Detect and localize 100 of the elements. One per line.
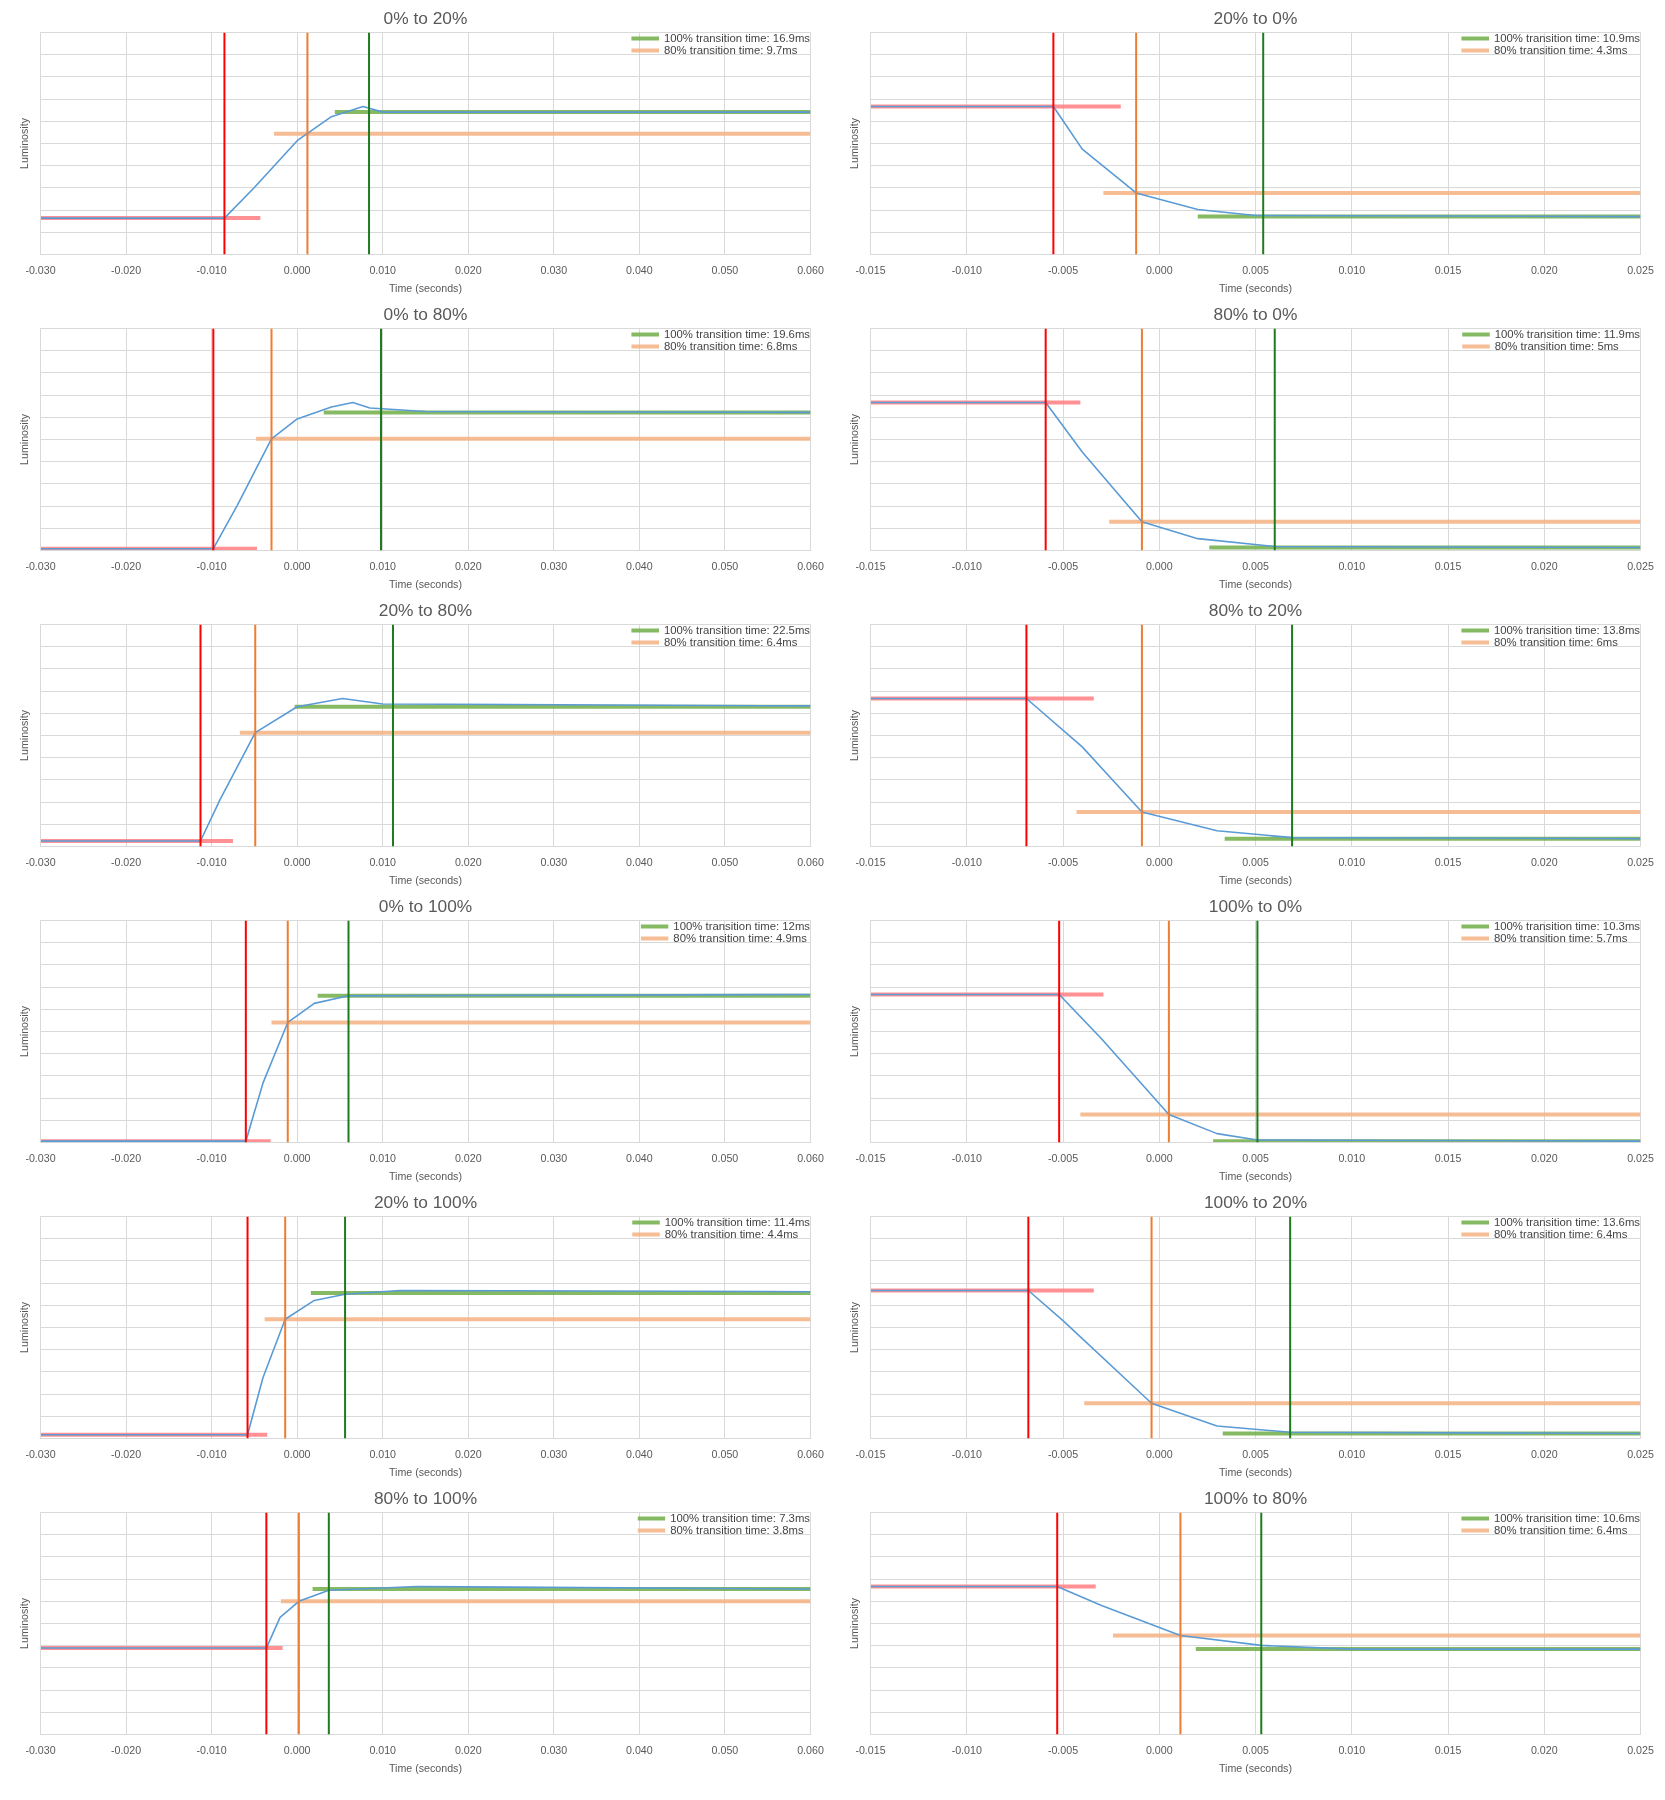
x-tick-label: -0.010 [196, 559, 227, 572]
x-tick-label: 0.020 [454, 1151, 482, 1164]
x-tick-label: 0.005 [1242, 1447, 1269, 1460]
x-tick-label: -0.010 [951, 1151, 982, 1164]
x-tick-label: 0.000 [283, 855, 311, 868]
x-tick-label: 0.000 [283, 559, 311, 572]
y-axis-title: Luminosity [17, 1597, 30, 1649]
x-tick-label: 0.005 [1242, 559, 1269, 572]
x-tick-label: 0.060 [797, 1151, 824, 1164]
x-tick-label: 0.040 [626, 1743, 653, 1756]
chart-title: 20% to 80% [378, 599, 473, 620]
legend-label: 80% transition time: 5ms [1494, 340, 1619, 352]
chart-title: 100% to 0% [1208, 895, 1303, 916]
x-tick-label: -0.020 [110, 263, 142, 276]
x-tick-label: 0.020 [454, 1447, 482, 1460]
y-axis-title: Luminosity [17, 1301, 30, 1353]
y-axis-title: Luminosity [17, 1005, 30, 1057]
x-tick-label: 0.025 [1627, 1151, 1654, 1164]
x-tick-label: 0.040 [626, 263, 653, 276]
x-tick-label: 0.010 [369, 263, 397, 276]
legend-label: 80% transition time: 6.4ms [1493, 1228, 1628, 1240]
x-tick-label: 0.030 [540, 855, 568, 868]
x-tick-label: 0.025 [1627, 1743, 1654, 1756]
x-tick-label: 0.020 [1530, 855, 1558, 868]
legend-label: 80% transition time: 6.8ms [663, 340, 798, 352]
x-tick-label: -0.010 [196, 1447, 227, 1460]
x-tick-label: 0.010 [1338, 1743, 1366, 1756]
x-tick-label: -0.030 [25, 855, 56, 868]
x-tick-label: 0.015 [1434, 1743, 1462, 1756]
x-axis-title: Time (seconds) [388, 1761, 463, 1774]
x-tick-label: -0.010 [196, 263, 227, 276]
x-tick-label: 0.025 [1627, 559, 1654, 572]
x-axis-title: Time (seconds) [1218, 873, 1293, 886]
chart-title: 100% to 80% [1203, 1487, 1308, 1508]
x-tick-label: -0.020 [110, 1743, 142, 1756]
legend-label: 80% transition time: 6.4ms [663, 636, 798, 648]
chart-title: 100% to 20% [1203, 1191, 1308, 1212]
x-tick-label: -0.010 [951, 855, 982, 868]
x-axis-title: Time (seconds) [388, 281, 463, 294]
x-tick-label: 0.020 [1530, 1151, 1558, 1164]
x-tick-label: 0.020 [454, 855, 482, 868]
x-tick-label: -0.005 [1047, 1151, 1079, 1164]
x-tick-label: -0.010 [196, 1743, 227, 1756]
x-tick-label: -0.030 [25, 1743, 56, 1756]
x-tick-label: -0.030 [25, 559, 56, 572]
x-tick-label: 0.060 [797, 263, 824, 276]
x-tick-label: 0.000 [1145, 1151, 1173, 1164]
legend-label: 100% transition time: 10.9ms [1493, 32, 1640, 44]
x-tick-label: 0.030 [540, 559, 568, 572]
x-tick-label: 0.040 [626, 1447, 653, 1460]
y-axis-title: Luminosity [847, 709, 860, 761]
legend-label: 80% transition time: 6.4ms [1493, 1524, 1628, 1536]
x-tick-label: 0.040 [626, 559, 653, 572]
x-tick-label: 0.015 [1434, 855, 1462, 868]
y-axis-title: Luminosity [847, 1301, 860, 1353]
x-tick-label: 0.010 [369, 1447, 397, 1460]
x-tick-label: 0.030 [540, 1743, 568, 1756]
legend-label: 80% transition time: 9.7ms [663, 44, 798, 56]
x-tick-label: 0.000 [283, 1151, 311, 1164]
x-tick-label: -0.030 [25, 1151, 56, 1164]
x-tick-label: -0.010 [951, 1447, 982, 1460]
y-axis-title: Luminosity [17, 413, 30, 465]
x-tick-label: 0.020 [454, 559, 482, 572]
x-tick-label: 0.000 [1145, 1447, 1173, 1460]
x-axis-title: Time (seconds) [388, 1169, 463, 1182]
y-axis-title: Luminosity [847, 117, 860, 169]
x-tick-label: 0.060 [797, 1447, 824, 1460]
chart-title: 80% to 20% [1208, 599, 1303, 620]
chart-title: 80% to 100% [373, 1487, 478, 1508]
x-tick-label: -0.030 [25, 1447, 56, 1460]
chart-title: 0% to 100% [378, 895, 473, 916]
x-tick-label: -0.005 [1047, 263, 1079, 276]
x-tick-label: 0.025 [1627, 855, 1654, 868]
x-tick-label: 0.020 [1530, 559, 1558, 572]
chart-title: 0% to 80% [383, 303, 468, 324]
x-tick-label: -0.015 [855, 559, 886, 572]
x-axis-title: Time (seconds) [1218, 1465, 1293, 1478]
x-tick-label: 0.010 [369, 1743, 397, 1756]
x-tick-label: 0.000 [1145, 855, 1173, 868]
x-tick-label: 0.000 [283, 1447, 311, 1460]
x-tick-label: 0.050 [711, 263, 739, 276]
chart-title: 0% to 20% [383, 7, 468, 28]
x-tick-label: 0.005 [1242, 1743, 1269, 1756]
legend-label: 100% transition time: 13.8ms [1493, 624, 1640, 636]
x-tick-label: -0.005 [1047, 855, 1079, 868]
x-tick-label: -0.015 [855, 1151, 886, 1164]
x-tick-label: -0.010 [951, 263, 982, 276]
x-tick-label: -0.030 [25, 263, 56, 276]
x-tick-label: 0.015 [1434, 263, 1462, 276]
x-tick-label: 0.020 [1530, 1743, 1558, 1756]
legend-label: 80% transition time: 4.3ms [1493, 44, 1628, 56]
x-tick-label: 0.020 [454, 263, 482, 276]
x-tick-label: 0.050 [711, 1447, 739, 1460]
legend-label: 80% transition time: 4.9ms [673, 932, 807, 944]
x-tick-label: 0.020 [454, 1743, 482, 1756]
x-tick-label: -0.020 [110, 1447, 142, 1460]
x-axis-title: Time (seconds) [1218, 577, 1293, 590]
x-tick-label: 0.010 [369, 1151, 397, 1164]
x-axis-title: Time (seconds) [388, 1465, 463, 1478]
x-tick-label: 0.030 [540, 1447, 568, 1460]
